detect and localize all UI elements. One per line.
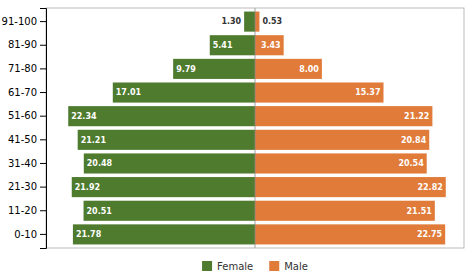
data-label: 20.54 (398, 159, 424, 168)
bar (78, 130, 255, 150)
tick: 51-60 (8, 110, 46, 121)
tick: 71-80 (8, 63, 46, 74)
legend-swatch (269, 261, 279, 271)
bar (255, 130, 429, 150)
bar (255, 59, 322, 79)
data-label: 20.84 (401, 136, 427, 145)
tick-label: 41-50 (8, 134, 37, 145)
tick-mark (40, 210, 46, 211)
tick-mark (40, 92, 46, 93)
data-label: 5.41 (213, 41, 233, 50)
legend-item: Male (269, 261, 308, 272)
tick: 11-20 (8, 205, 46, 216)
bar (68, 106, 255, 126)
data-label: 3.43 (261, 41, 281, 50)
series (68, 12, 255, 245)
legend-label: Male (284, 261, 308, 272)
data-label: 17.01 (116, 88, 142, 97)
tick: 21-30 (8, 181, 46, 192)
tick-mark (40, 139, 46, 140)
legend: Female Male (202, 261, 308, 272)
tick-mark (40, 116, 46, 117)
tick-mark (40, 45, 46, 46)
data-label: 22.82 (417, 183, 442, 192)
bar (255, 177, 446, 197)
center-line (255, 8, 256, 248)
data-label: 21.22 (404, 112, 429, 121)
data-label: 22.75 (417, 230, 443, 239)
tick: 81-90 (8, 39, 46, 50)
tick-label: 31-40 (8, 158, 37, 169)
tick-label: 0-10 (14, 229, 37, 240)
bar (244, 12, 255, 32)
bar (73, 224, 255, 244)
tick-label: 21-30 (8, 181, 37, 192)
bar (84, 153, 255, 173)
bar (210, 35, 255, 55)
bars (68, 12, 446, 245)
bar (255, 12, 259, 32)
data-label: 21.51 (407, 207, 433, 216)
bar (255, 224, 445, 244)
data-label: 20.48 (87, 159, 113, 168)
tick-label: 91-100 (2, 16, 37, 27)
data-label: 21.92 (75, 183, 100, 192)
tick-label: 61-70 (8, 87, 37, 98)
data-label: 22.34 (71, 112, 97, 121)
tick-mark (40, 163, 46, 164)
data-label: 21.78 (76, 230, 102, 239)
tick-mark (40, 21, 46, 22)
bar (255, 153, 427, 173)
legend-item: Female (202, 261, 253, 272)
tick-label: 81-90 (8, 39, 37, 50)
bar (113, 82, 255, 102)
plot-frame (46, 8, 464, 248)
bar (255, 106, 432, 126)
bar (255, 201, 435, 221)
data-label: 0.53 (262, 17, 282, 26)
tick-mark (40, 68, 46, 69)
legend-swatch (202, 261, 212, 271)
bar (173, 59, 255, 79)
tick: 0-10 (14, 229, 46, 240)
data-label: 1.30 (221, 17, 241, 26)
bar (255, 82, 383, 102)
tick-mark (40, 234, 46, 235)
data-label: 8.00 (299, 65, 319, 74)
data-label: 21.21 (81, 136, 107, 145)
bar (72, 177, 255, 197)
data-label: 9.79 (176, 65, 196, 74)
axis-line (40, 9, 47, 249)
legend-label: Female (217, 261, 253, 272)
tick-label: 71-80 (8, 63, 37, 74)
data-label: 15.37 (355, 88, 380, 97)
chart: 0-10 11-20 21-30 31-40 41-50 51-60 61-70 71-80 8… (0, 0, 474, 278)
tick: 61-70 (8, 87, 46, 98)
tick-label: 11-20 (8, 205, 37, 216)
tick-mark (40, 187, 46, 188)
tick: 91-100 (2, 16, 46, 27)
data-label: 20.51 (87, 207, 113, 216)
y-axis: 0-10 11-20 21-30 31-40 41-50 51-60 61-70 71-80 8… (2, 9, 47, 249)
bar (84, 201, 255, 221)
tick-label: 51-60 (8, 110, 37, 121)
tick: 31-40 (8, 158, 46, 169)
tick: 41-50 (8, 134, 46, 145)
plot: 0-10 11-20 21-30 31-40 41-50 51-60 61-70 71-80 8… (2, 8, 464, 249)
series (255, 12, 446, 245)
data-labels: 21.78 20.51 21.92 20.48 21.21 22.34 17.01 9.79 5… (71, 17, 443, 239)
bar (255, 35, 284, 55)
